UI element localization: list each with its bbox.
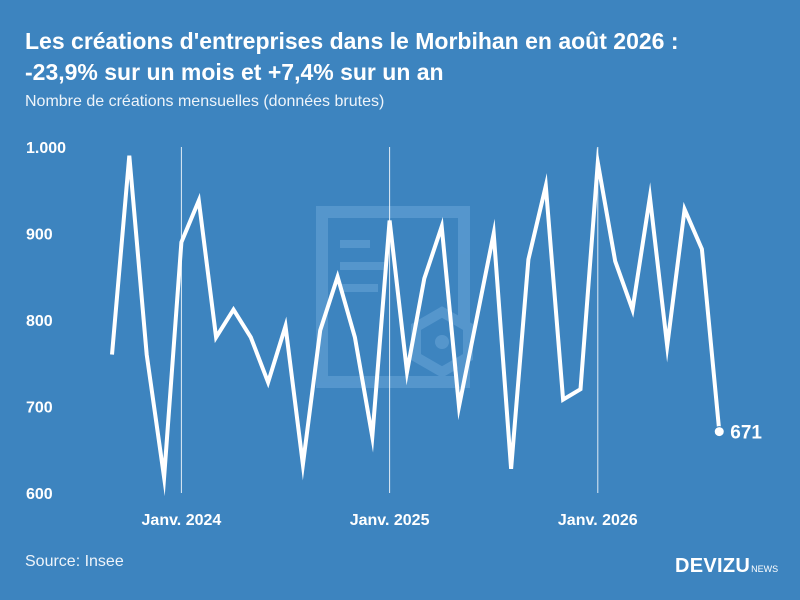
y-tick-label-3: 900: [26, 227, 53, 244]
end-point-marker: [713, 426, 725, 438]
logo-sub-text: NEWS: [751, 564, 779, 574]
x-tick-label-0: Janv. 2024: [142, 512, 222, 529]
devizu-logo: DEVIZUNEWS: [675, 555, 778, 578]
x-tick-label-2: Janv. 2026: [558, 512, 638, 529]
x-tick-label-1: Janv. 2025: [350, 512, 430, 529]
title-line-2: -23,9% sur un mois et +7,4% sur un an: [25, 59, 444, 85]
source-note: Source: Insee: [25, 553, 124, 570]
chart-subtitle: Nombre de créations mensuelles (données …: [25, 93, 385, 110]
title-line-1: Les créations d'entreprises dans le Morb…: [25, 28, 679, 54]
chart-title: Les créations d'entreprises dans le Morb…: [25, 26, 785, 88]
logo-main-text: DEVIZU: [675, 555, 751, 577]
y-tick-label-4: 1.000: [26, 140, 66, 157]
end-value-label: 671: [730, 423, 762, 444]
y-tick-label-0: 600: [26, 486, 53, 503]
y-tick-label-2: 800: [26, 313, 53, 330]
y-tick-label-1: 700: [26, 400, 53, 417]
series-line: [110, 146, 722, 497]
